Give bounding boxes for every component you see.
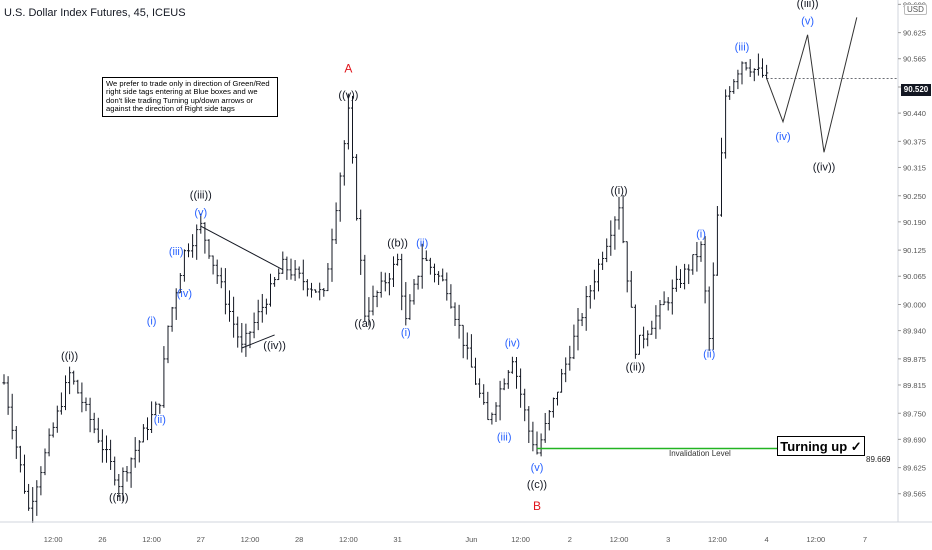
x-tick-label: 12:00 (241, 535, 260, 544)
wave-label: ((iv)) (813, 162, 836, 174)
wave-label: (i) (696, 229, 706, 241)
x-tick-label: 12:00 (339, 535, 358, 544)
wave-label: ((iv)) (263, 340, 286, 352)
y-tick-label: 89.625 (903, 464, 926, 473)
x-tick-label: 12:00 (610, 535, 629, 544)
wave-label: ((ii)) (109, 492, 129, 504)
x-tick-label: 2 (568, 535, 572, 544)
y-tick-label: 90.625 (903, 29, 926, 38)
x-tick-label: 12:00 (806, 535, 825, 544)
y-tick-label: 90.250 (903, 192, 926, 201)
wave-label: ((i)) (61, 350, 78, 362)
invalidation-price-tag: 89.669 (865, 455, 892, 464)
y-tick-label: 90.065 (903, 272, 926, 281)
triangle-upper-line (200, 225, 284, 271)
wave-label: ((v)) (338, 89, 358, 101)
wave-label: (iii) (497, 431, 512, 443)
wave-label: A (344, 61, 352, 75)
y-tick-label: 90.190 (903, 218, 926, 227)
symbol-title: U.S. Dollar Index Futures, 45, ICEUS (4, 7, 186, 19)
wave-label: (i) (147, 316, 157, 328)
currency-badge[interactable]: USD (904, 4, 927, 15)
x-tick-label: 12:00 (44, 535, 63, 544)
wave-label: (iii) (169, 246, 184, 258)
y-tick-label: 89.815 (903, 381, 926, 390)
x-tick-label: 12:00 (708, 535, 727, 544)
wave-label: ((iii)) (190, 189, 212, 201)
wave-label: (iii) (735, 42, 750, 54)
x-tick-label: 28 (295, 535, 303, 544)
wave-label: (ii) (703, 349, 715, 361)
last-price-tag: 90.520 (901, 84, 931, 96)
y-tick-label: 90.375 (903, 137, 926, 146)
turning-up-box: Turning up ✓ (777, 436, 865, 456)
y-tick-label: 90.315 (903, 163, 926, 172)
wave-label: B (533, 499, 541, 513)
y-tick-label: 89.565 (903, 490, 926, 499)
y-tick-label: 89.940 (903, 327, 926, 336)
wave-label: (ii) (416, 237, 428, 249)
wave-label: ((a)) (354, 318, 375, 330)
y-tick-label: 89.690 (903, 435, 926, 444)
wave-label: ((i)) (610, 185, 627, 197)
x-tick-label: Jun (465, 535, 477, 544)
strategy-note: We prefer to trade only in direction of … (102, 77, 278, 117)
wave-label: (v) (531, 462, 544, 474)
x-tick-label: 4 (765, 535, 769, 544)
invalidation-label: Invalidation Level (669, 449, 731, 458)
y-tick-label: 89.875 (903, 355, 926, 364)
wave-label: (iv) (505, 337, 520, 349)
projection-path (766, 17, 858, 153)
y-tick-label: 90.125 (903, 246, 926, 255)
x-tick-label: 12:00 (511, 535, 530, 544)
x-tick-label: 31 (393, 535, 401, 544)
wave-label: (iv) (775, 131, 790, 143)
x-tick-label: 12:00 (142, 535, 161, 544)
wave-labels: ((i)) ((ii)) (i) (ii) (iii) (iv) (v) ((iii)) ((i… (61, 0, 835, 513)
wave-label: ((iii)) (797, 0, 819, 10)
wave-label: (v) (194, 207, 207, 219)
candles (2, 53, 769, 523)
y-tick-label: 90.000 (903, 301, 926, 310)
wave-label: (ii) (154, 414, 166, 426)
x-tick-label: 26 (98, 535, 106, 544)
wave-label: (v) (801, 15, 814, 27)
wave-label: ((ii)) (626, 362, 646, 374)
wave-label: ((c)) (527, 479, 547, 491)
x-tick-label: 3 (666, 535, 670, 544)
triangle-lower-line (241, 334, 275, 349)
wave-label: (iv) (177, 288, 192, 300)
x-tick-label: 27 (197, 535, 205, 544)
wave-label: (i) (401, 327, 411, 339)
x-tick-label: 7 (863, 535, 867, 544)
y-tick-label: 89.750 (903, 409, 926, 418)
time-axis: 12:00 26 12:00 27 12:00 28 12:00 31 Jun 12:00 2 12:… (0, 521, 932, 544)
price-axis: 90.69090.62590.56590.50090.44090.37590.3… (897, 0, 926, 522)
overlays (200, 17, 898, 450)
y-tick-label: 90.440 (903, 109, 926, 118)
y-tick-label: 90.565 (903, 55, 926, 64)
wave-label: ((b)) (387, 237, 408, 249)
